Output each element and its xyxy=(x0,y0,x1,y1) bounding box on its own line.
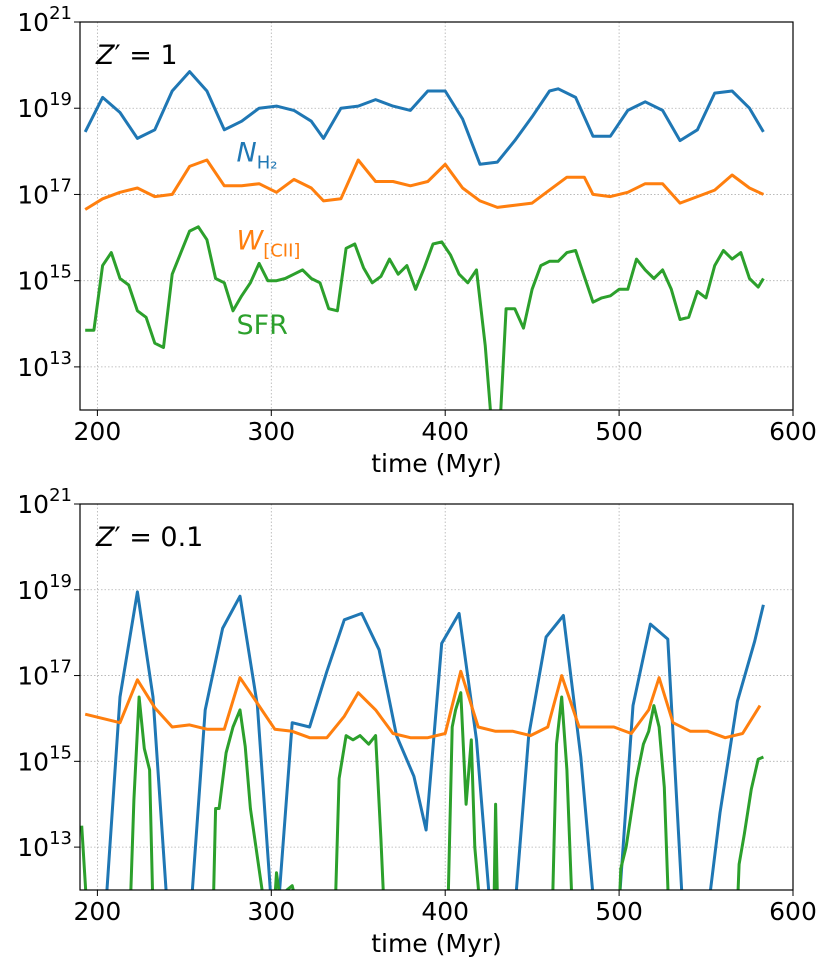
panel-bottom: 200 300 400 500 600 1013 1015 1017 1019 1021 time … xyxy=(17,485,817,958)
series-line-w-cii xyxy=(84,669,762,740)
series-label-n-h2: NH₂ xyxy=(237,137,278,173)
x-tick-label: 500 xyxy=(595,417,643,446)
y-tick-label: 1017 xyxy=(17,175,72,209)
axes-frame xyxy=(79,21,794,411)
y-tick-label: 1019 xyxy=(17,571,72,605)
y-tick-label: 1015 xyxy=(17,742,72,776)
x-axis-label: time (Myr) xyxy=(371,929,502,958)
metallicity-annotation: Z′ = 1 xyxy=(95,40,178,71)
panel-top: 200 300 400 500 600 1013 1015 1017 1019 1021 time … xyxy=(17,3,817,478)
y-tick-label: 1017 xyxy=(17,657,72,691)
x-tick-label: 600 xyxy=(769,417,817,446)
series-line-w-cii xyxy=(84,158,765,211)
x-tick-label: 200 xyxy=(74,897,122,926)
y-tick-label: 1015 xyxy=(17,262,72,296)
x-tick-label: 400 xyxy=(421,417,469,446)
x-tick-label: 300 xyxy=(247,417,295,446)
x-axis-label: time (Myr) xyxy=(371,449,502,478)
x-tick-label: 300 xyxy=(247,897,295,926)
y-tick-label: 1013 xyxy=(17,828,72,862)
y-tick-label: 1021 xyxy=(17,485,72,519)
y-tick-label: 1019 xyxy=(17,89,72,123)
y-tick-label: 1013 xyxy=(17,348,72,382)
grid xyxy=(80,21,794,410)
x-tick-label: 600 xyxy=(769,897,817,926)
y-tick-label: 1021 xyxy=(17,3,72,37)
metallicity-annotation: Z′ = 0.1 xyxy=(95,522,203,553)
axes-frame xyxy=(79,503,794,891)
x-tick-label: 200 xyxy=(74,417,122,446)
x-tick-label: 500 xyxy=(595,897,643,926)
series-line-sfr xyxy=(80,691,764,890)
series-label-w-cii: W[CII] xyxy=(237,226,301,262)
x-tick-label: 400 xyxy=(421,897,469,926)
series-label-sfr: SFR xyxy=(237,310,288,341)
series-line-n-h2 xyxy=(83,70,765,166)
series-line-sfr xyxy=(85,225,765,410)
